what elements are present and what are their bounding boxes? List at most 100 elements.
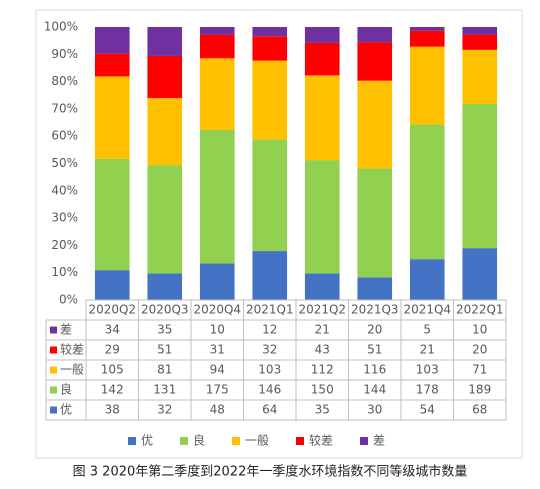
bar-segment [357,277,393,300]
table-value: 51 [157,343,172,357]
table-value: 178 [416,383,439,397]
bar-segment [357,168,393,278]
bar-segment [199,34,235,59]
bar-segment [147,165,183,274]
y-tick-label: 0% [59,293,78,307]
table-value: 105 [101,363,124,377]
y-tick-label: 30% [51,211,78,225]
table-value: 116 [363,363,386,377]
table-value: 54 [420,403,435,417]
y-tick-label: 90% [51,47,78,61]
table-value: 71 [472,363,487,377]
table-legend-key [50,406,57,414]
table-value: 175 [206,383,229,397]
x-tick-label: 2021Q3 [351,303,399,317]
bar-segment [252,60,288,140]
bar-segment [94,53,130,77]
table-value: 12 [262,323,277,337]
table-value: 64 [262,403,277,417]
bar-segment [252,251,288,300]
table-value: 21 [315,323,330,337]
bar-segment [199,263,235,300]
bar-segment [147,273,183,300]
bar-segment [94,27,130,54]
table-value: 29 [105,343,120,357]
legend-key [128,437,136,445]
legend-key [232,437,240,445]
y-tick-label: 50% [51,156,78,170]
x-tick-label: 2021Q4 [403,303,451,317]
bar-segment [147,55,183,99]
x-tick-label: 2021Q2 [298,303,346,317]
legend-key [180,437,188,445]
bar-segment [409,30,445,47]
bar-segment [409,46,445,125]
table-legend-key [50,366,57,374]
table-value: 5 [423,323,431,337]
bar-segment [147,27,183,56]
table-value: 142 [101,383,124,397]
table-value: 38 [105,403,120,417]
table-value: 31 [210,343,225,357]
bar-segment [462,34,498,50]
bar-segment [357,27,393,43]
bar-segment [199,58,235,130]
bar-segment [357,42,393,81]
bar-segment [94,158,130,271]
table-legend-key [50,386,57,394]
bar-segment [304,27,340,43]
table-value: 32 [157,403,172,417]
table-row-label: 优 [60,403,72,417]
y-tick-label: 60% [51,129,78,143]
table-value: 20 [472,343,487,357]
table-row-label: 一般 [60,362,84,377]
bar-segment [199,27,235,35]
bar-segment [252,36,288,61]
table-value: 131 [153,383,176,397]
bar-segment [304,75,340,161]
table-value: 35 [315,403,330,417]
legend-label: 差 [373,434,385,448]
table-value: 103 [416,363,439,377]
table-legend-key [50,326,57,334]
bar-segment [304,42,340,76]
table-value: 43 [315,343,330,357]
bar-segment [462,49,498,105]
chart-border [35,9,523,459]
table-value: 34 [105,323,120,337]
bar-segment [462,27,498,35]
bar-segment [199,129,235,264]
table-value: 150 [311,383,334,397]
legend-label: 良 [193,433,205,448]
y-tick-label: 40% [51,183,78,197]
bar-segment [409,259,445,300]
legend-label: 较差 [309,433,333,448]
y-tick-label: 80% [51,74,78,88]
x-tick-label: 2020Q4 [193,303,241,317]
table-row-label: 较差 [60,342,84,357]
y-tick-label: 20% [51,238,78,252]
caption: 图 3 2020年第二季度到2022年一季度水环境指数不同等级城市数量 [73,464,468,480]
table-legend-key [50,346,57,354]
y-tick-label: 10% [51,265,78,279]
x-tick-label: 2022Q1 [456,303,504,317]
bar-segment [94,76,130,159]
table-row-label: 良 [60,382,72,397]
table-value: 51 [367,343,382,357]
x-tick-label: 2021Q1 [246,303,294,317]
table-value: 94 [210,363,225,377]
table-value: 189 [468,383,491,397]
table-value: 32 [262,343,277,357]
table-row-label: 差 [60,323,72,337]
table-value: 21 [420,343,435,357]
bar-segment [462,104,498,249]
x-tick-label: 2020Q3 [141,303,189,317]
bar-segment [252,139,288,252]
table-value: 112 [311,363,334,377]
table-value: 10 [210,323,225,337]
table-value: 30 [367,403,382,417]
bar-segment [147,98,183,166]
y-tick-label: 100% [44,20,78,34]
bar-segment [357,80,393,169]
